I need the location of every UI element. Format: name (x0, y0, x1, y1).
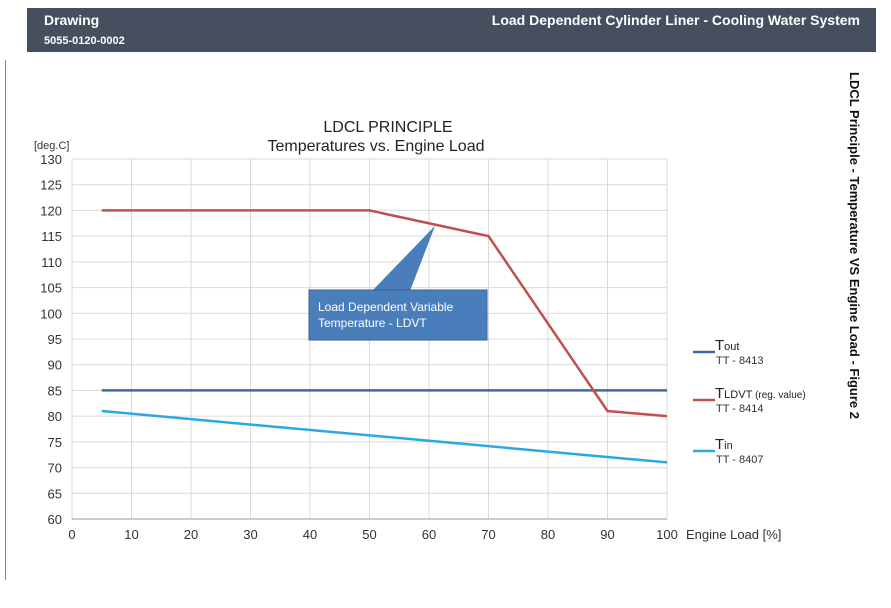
y-tick-label: 75 (48, 435, 62, 450)
y-tick-label: 95 (48, 332, 62, 347)
document-title: Load Dependent Cylinder Liner - Cooling … (491, 12, 860, 28)
legend-tag: TT - 8413 (716, 355, 764, 367)
y-tick-label: 90 (48, 358, 62, 373)
x-tick-label: 20 (184, 527, 198, 542)
y-tick-label: 125 (40, 178, 62, 193)
callout-pointer (372, 225, 435, 291)
callout-box (308, 289, 488, 341)
y-tick-label: 85 (48, 383, 62, 398)
drawing-number: 5055-0120-0002 (44, 35, 125, 47)
y-tick-label: 110 (41, 255, 62, 270)
x-tick-label: 100 (656, 527, 678, 542)
x-axis-label: Engine Load [%] (686, 527, 781, 542)
series-line-ldvt (101, 209, 668, 418)
y-tick-label: 130 (40, 152, 62, 167)
x-tick-label: 70 (481, 527, 495, 542)
legend-tag: TT - 8407 (716, 454, 764, 466)
series-line-in (101, 409, 668, 464)
x-tick-label: 0 (68, 527, 75, 542)
x-tick-label: 10 (124, 527, 138, 542)
x-tick-label: 30 (243, 527, 257, 542)
callout-text-line1: Load Dependent Variable (318, 300, 454, 314)
callout-text-line2: Temperature - LDVT (318, 316, 427, 330)
y-tick-label: 100 (40, 306, 62, 321)
legend-label: TLDVT (reg. value) (715, 385, 806, 402)
x-tick-label: 60 (422, 527, 436, 542)
x-tick-label: 50 (362, 527, 376, 542)
x-tick-label: 90 (600, 527, 614, 542)
chart-title: LDCL PRINCIPLE (323, 119, 452, 136)
legend-label: Tin (715, 436, 733, 453)
y-tick-label: 120 (40, 203, 62, 218)
x-tick-label: 80 (541, 527, 555, 542)
legend-label: Tout (715, 337, 739, 354)
y-tick-label: 70 (48, 461, 62, 476)
y-tick-label: 115 (41, 229, 62, 244)
x-tick-label: 40 (303, 527, 317, 542)
y-tick-label: 105 (40, 281, 62, 296)
y-tick-label: 60 (48, 512, 62, 527)
y-tick-label: 80 (48, 409, 62, 424)
margin-line (5, 60, 6, 580)
header-bar: Drawing 5055-0120-0002 Load Dependent Cy… (27, 8, 876, 52)
legend-tag: TT - 8414 (716, 403, 764, 415)
y-tick-label: 65 (48, 486, 62, 501)
y-axis-label: [deg.C] (34, 140, 69, 152)
chart-subtitle: Temperatures vs. Engine Load (267, 138, 484, 155)
header-drawing-label: Drawing (44, 12, 100, 28)
